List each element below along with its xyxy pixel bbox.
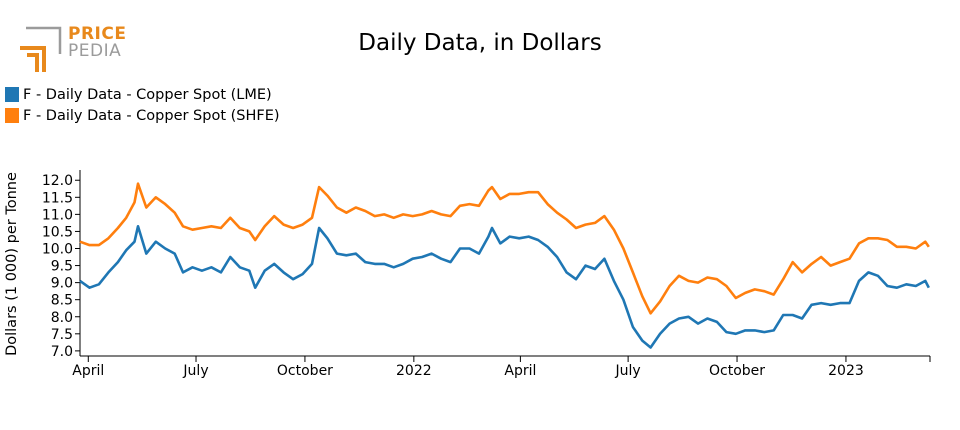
- y-axis-label: Dollars (1 000) per Tonne: [4, 172, 20, 356]
- y-tick-label: 7.0: [51, 344, 73, 360]
- y-tick-label: 12.0: [42, 173, 73, 189]
- chart-legend: F - Daily Data - Copper Spot (LME) F - D…: [5, 84, 280, 126]
- x-tick-label: April: [72, 363, 104, 379]
- x-tick-label: April: [504, 363, 536, 379]
- logo-text-price: PRICE: [68, 24, 127, 44]
- x-tick-label: October: [709, 363, 765, 379]
- x-tick-label: July: [182, 363, 208, 379]
- legend-item-shfe[interactable]: F - Daily Data - Copper Spot (SHFE): [5, 105, 280, 126]
- legend-item-lme[interactable]: F - Daily Data - Copper Spot (LME): [5, 84, 280, 105]
- legend-swatch-shfe: [5, 108, 19, 123]
- x-tick-label: July: [615, 363, 641, 379]
- legend-label-shfe: F - Daily Data - Copper Spot (SHFE): [23, 107, 280, 124]
- y-tick-label: 8.5: [51, 293, 73, 309]
- y-tick-label: 11.5: [42, 190, 73, 206]
- y-tick-label: 9.0: [51, 276, 73, 292]
- series-line-lme: [79, 225, 930, 349]
- x-tick-label: October: [277, 363, 333, 379]
- pricepedia-logo: PRICE PEDIA: [18, 24, 128, 74]
- y-tick-label: 9.5: [51, 259, 73, 275]
- legend-label-lme: F - Daily Data - Copper Spot (LME): [23, 86, 272, 103]
- series-line-shfe: [79, 182, 930, 315]
- legend-swatch-lme: [5, 87, 19, 102]
- chart-series: [79, 182, 930, 349]
- y-tick-label: 11.0: [42, 207, 73, 223]
- chart-axes: 7.07.58.08.59.09.5 10.010.511.011.512.0 Ap…: [42, 170, 931, 379]
- logo-mark-icon: [20, 26, 62, 72]
- y-tick-label: 10.0: [42, 241, 73, 257]
- x-tick-label: 2022: [396, 363, 432, 379]
- logo-text-pedia: PEDIA: [68, 41, 122, 61]
- y-tick-label: 10.5: [42, 224, 73, 240]
- y-tick-label: 8.0: [51, 310, 73, 326]
- y-tick-label: 7.5: [51, 327, 73, 343]
- x-tick-label: 2023: [828, 363, 864, 379]
- chart-title: Daily Data, in Dollars: [358, 30, 602, 56]
